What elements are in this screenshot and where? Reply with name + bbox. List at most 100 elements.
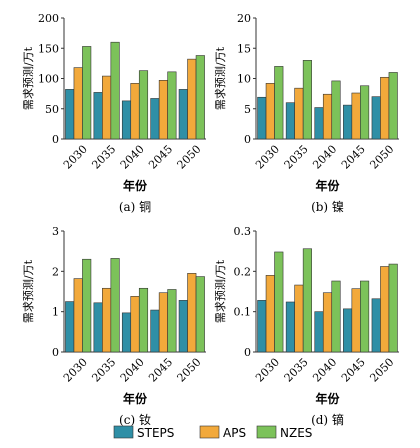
bar-aps-2045	[158, 80, 168, 140]
bar-steps-2045	[150, 309, 160, 353]
y-tick-label: 0.3	[234, 225, 252, 238]
panel-caption: (b) 镍	[311, 200, 344, 214]
y-tick-label: 0	[52, 346, 59, 359]
legend-item-aps: APS	[199, 425, 246, 440]
bar-aps-2040	[322, 292, 333, 353]
bar-nzes-2030	[274, 251, 284, 353]
bar-steps-2035	[93, 302, 103, 353]
bar-aps-2050	[380, 266, 390, 353]
x-tick-label: 2030	[253, 356, 282, 385]
x-tick-label: 2040	[310, 356, 339, 385]
legend-swatch	[113, 425, 134, 439]
y-tick-label: 0	[244, 133, 251, 146]
x-axis-title: 年份	[123, 178, 148, 193]
bar-nzes-2050	[388, 263, 398, 353]
y-tick-label: 20	[237, 12, 251, 25]
y-tick-label: 5	[244, 103, 251, 116]
y-tick-label: 0.1	[234, 306, 252, 319]
bar-steps-2050	[371, 298, 381, 353]
bar-aps-2030	[265, 275, 275, 353]
x-axis-title: 年份	[315, 178, 340, 193]
bar-nzes-2035	[302, 60, 312, 140]
y-axis-title: 需求预测/万t	[214, 46, 227, 110]
bar-nzes-2040	[331, 280, 341, 353]
x-tick-label: 2045	[339, 356, 368, 385]
x-tick-label: 2045	[146, 143, 175, 172]
x-tick-label: 2045	[339, 143, 368, 172]
x-tick-label: 2035	[282, 356, 311, 385]
bar-nzes-2040	[138, 70, 149, 140]
x-axis-title: 年份	[123, 391, 148, 406]
y-axis-title: 需求预测/万t	[214, 259, 227, 323]
x-tick-label: 2030	[61, 356, 90, 385]
legend-item-nzes: NZES	[256, 425, 312, 440]
bar-aps-2045	[158, 292, 168, 353]
bar-nzes-2035	[110, 258, 120, 353]
y-tick-label: 200	[38, 12, 59, 25]
y-tick-label: 15	[237, 42, 251, 55]
bar-aps-2040	[322, 93, 333, 140]
x-tick-label: 2035	[89, 143, 118, 172]
panel-d: 0 0.1 0.2 0.3 2030 2035 2040 2045 2050 需求预测/万t 年份 (…	[214, 225, 399, 427]
y-tick-label: 0	[244, 346, 251, 359]
x-tick-label: 2050	[175, 143, 204, 172]
bar-nzes-2045	[167, 71, 177, 140]
y-tick-label: 0	[52, 133, 59, 146]
bar-nzes-2050	[388, 72, 398, 140]
bar-aps-2050	[380, 76, 390, 140]
legend-label: STEPS	[137, 426, 174, 440]
bar-steps-2040	[121, 312, 132, 353]
bar-steps-2040	[314, 311, 324, 353]
bar-aps-2040	[130, 296, 140, 353]
y-axis-title: 需求预测/万t	[22, 46, 35, 110]
bar-nzes-2030	[274, 66, 284, 140]
y-tick-label: 100	[38, 73, 59, 86]
panel-caption: (a) 铜	[119, 199, 151, 214]
bar-nzes-2035	[302, 248, 312, 353]
bar-steps-2040	[314, 107, 324, 140]
y-tick-label: 10	[237, 73, 251, 86]
x-tick-label: 2030	[253, 143, 282, 172]
bar-nzes-2050	[195, 55, 205, 140]
x-tick-label: 2035	[89, 356, 118, 385]
bar-steps-2035	[93, 92, 103, 140]
y-tick-label: 150	[38, 42, 59, 55]
bar-steps-2050	[178, 89, 188, 140]
x-tick-label: 2045	[146, 356, 175, 385]
bar-nzes-2050	[195, 276, 205, 353]
bar-nzes-2045	[360, 85, 370, 140]
x-tick-label: 2040	[310, 143, 339, 172]
x-tick-label: 2050	[367, 143, 396, 172]
bar-steps-2030	[257, 300, 267, 353]
bar-aps-2035	[294, 87, 304, 140]
legend: STEPS APS NZES	[113, 425, 312, 440]
x-tick-label: 2035	[282, 143, 311, 172]
panel-c: 0 1 2 3 2030 2035 2040 2045 2050 需求预测/万t 年份 (c) 钕	[22, 225, 206, 427]
y-tick-label: 3	[52, 225, 59, 238]
bar-nzes-2045	[360, 280, 370, 353]
x-axis-title: 年份	[315, 391, 340, 406]
bar-aps-2030	[265, 83, 275, 140]
bar-steps-2050	[371, 96, 381, 140]
legend-swatch	[199, 425, 220, 439]
bar-aps-2045	[351, 92, 361, 140]
bar-aps-2045	[351, 288, 361, 353]
bar-nzes-2030	[82, 258, 92, 353]
bar-steps-2035	[285, 102, 295, 140]
y-tick-label: 2	[52, 265, 59, 278]
bar-steps-2040	[121, 100, 132, 140]
y-tick-label: 0.2	[234, 265, 252, 278]
panel-b: 0 5 10 15 20 2030 2035 2040 2045 2050 需求预测/万t 年份 (b)…	[214, 12, 399, 214]
bar-nzes-2035	[110, 41, 120, 140]
bar-aps-2050	[187, 58, 197, 140]
bar-steps-2030	[257, 96, 267, 140]
legend-label: APS	[223, 426, 246, 440]
panel-caption: (c) 钕	[119, 412, 151, 427]
x-tick-label: 2050	[367, 356, 396, 385]
bar-steps-2030	[65, 301, 75, 353]
bar-aps-2040	[130, 83, 140, 140]
x-tick-label: 2050	[175, 356, 204, 385]
legend-swatch	[256, 425, 277, 439]
